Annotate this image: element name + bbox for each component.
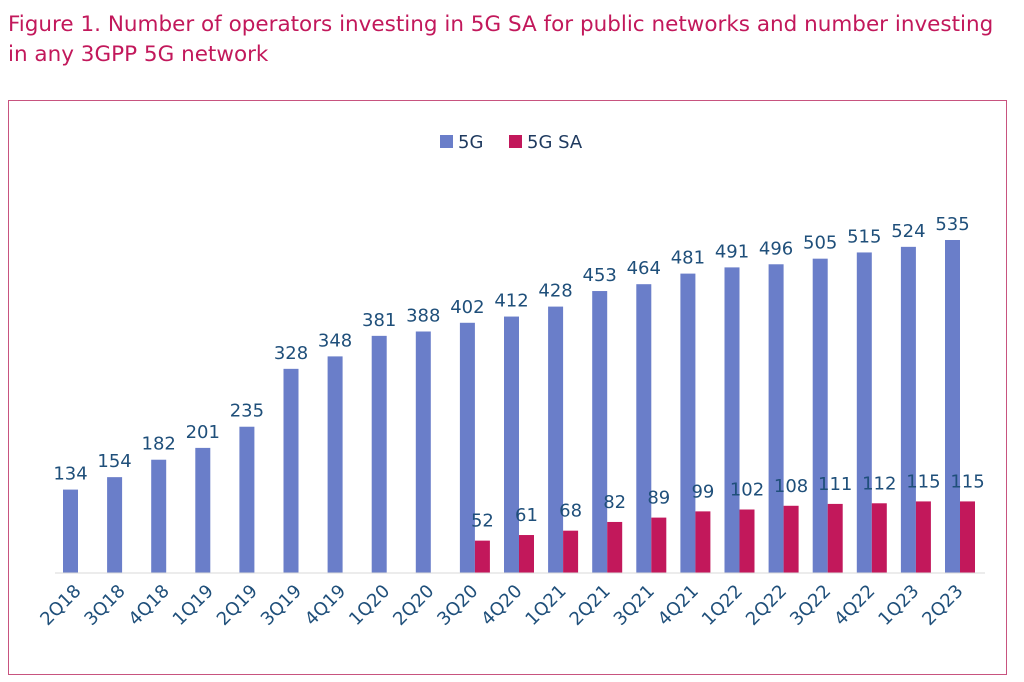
x-tick-label-3Q18: 3Q18 (80, 581, 129, 630)
x-tick-label-3Q20: 3Q20 (433, 581, 482, 630)
bar-5g-2Q23 (945, 240, 960, 573)
x-tick-label-2Q20: 2Q20 (389, 581, 438, 630)
x-tick-label-4Q22: 4Q22 (830, 581, 879, 630)
data-label-5g-2Q21: 453 (583, 265, 617, 286)
x-tick-label-4Q19: 4Q19 (301, 581, 350, 630)
bar-5g-sa-4Q20 (519, 535, 534, 573)
bar-5g-sa-3Q20 (474, 540, 490, 573)
bar-5g-4Q21 (680, 273, 696, 573)
x-tick-label-1Q22: 1Q22 (698, 581, 747, 630)
x-tick-label-3Q22: 3Q22 (786, 581, 835, 630)
bar-5g-2Q20 (415, 331, 431, 573)
data-label-5g-1Q23: 524 (891, 221, 925, 242)
bar-5g-sa-3Q21 (651, 517, 667, 573)
bar-5g-1Q19 (195, 447, 211, 573)
x-tick-label-2Q23: 2Q23 (918, 581, 967, 630)
x-tick-label-4Q18: 4Q18 (125, 581, 174, 630)
x-tick-label-2Q19: 2Q19 (213, 581, 262, 630)
bar-5g-sa-2Q21 (607, 521, 623, 573)
data-label-5g-3Q21: 464 (627, 258, 661, 279)
bar-5g-2Q19 (239, 426, 255, 573)
bar-5g-4Q18 (151, 459, 167, 573)
x-tick-label-3Q21: 3Q21 (610, 581, 659, 630)
bar-5g-sa-1Q22 (739, 509, 755, 573)
data-label-5g-sa-4Q22: 112 (862, 473, 896, 494)
data-label-5g-2Q20: 388 (406, 305, 440, 326)
bar-5g-sa-4Q22 (871, 503, 887, 573)
data-label-5g-3Q22: 505 (803, 233, 837, 254)
data-label-5g-4Q22: 515 (847, 226, 881, 247)
data-label-5g-4Q19: 348 (318, 330, 352, 351)
bar-5g-4Q22 (856, 252, 872, 573)
bar-5g-2Q21 (592, 291, 608, 573)
data-label-5g-2Q19: 235 (230, 401, 264, 422)
data-label-5g-sa-3Q22: 111 (818, 474, 852, 495)
chart-frame (8, 100, 1007, 675)
data-label-5g-3Q20: 402 (450, 297, 484, 318)
data-label-5g-sa-3Q20: 52 (471, 511, 494, 532)
legend-swatch-5g (440, 135, 453, 148)
bars (63, 240, 975, 573)
data-label-5g-2Q23: 535 (935, 214, 969, 235)
data-labels: 134 154 182 201 235 328 348 381 388 402 52 412 61 428… (53, 214, 984, 532)
data-label-5g-sa-1Q22: 102 (730, 480, 764, 501)
data-label-5g-1Q21: 428 (538, 281, 572, 302)
x-tick-label-4Q20: 4Q20 (477, 581, 526, 630)
data-label-5g-3Q18: 154 (97, 451, 131, 472)
x-tick-label-1Q20: 1Q20 (345, 581, 394, 630)
data-label-5g-sa-3Q21: 89 (647, 488, 670, 509)
data-label-5g-sa-4Q20: 61 (515, 505, 538, 526)
bar-5g-4Q20 (504, 316, 519, 573)
legend-swatch-5g-sa (509, 135, 522, 148)
bar-5g-2Q22 (768, 264, 784, 573)
data-label-5g-sa-2Q22: 108 (774, 476, 808, 497)
data-label-5g-4Q18: 182 (142, 434, 176, 455)
bar-5g-sa-1Q21 (563, 530, 579, 573)
bar-5g-sa-4Q21 (695, 511, 711, 573)
data-label-5g-1Q22: 491 (715, 241, 749, 262)
data-label-5g-2Q18: 134 (53, 464, 87, 485)
x-tick-label-2Q21: 2Q21 (566, 581, 615, 630)
bar-5g-3Q19 (283, 368, 299, 573)
data-label-5g-1Q20: 381 (362, 310, 396, 331)
x-tick-labels: 2Q183Q184Q181Q192Q193Q194Q191Q202Q203Q20… (36, 581, 967, 630)
bar-5g-2Q18 (63, 489, 78, 573)
x-tick-label-4Q21: 4Q21 (654, 581, 703, 630)
x-tick-label-1Q23: 1Q23 (874, 581, 923, 630)
bar-5g-3Q18 (107, 477, 123, 573)
bar-5g-sa-2Q23 (960, 501, 975, 573)
bar-5g-1Q23 (900, 246, 916, 573)
data-label-5g-4Q21: 481 (671, 248, 705, 269)
bar-5g-4Q19 (327, 356, 343, 573)
data-label-5g-sa-2Q23: 115 (950, 471, 984, 492)
data-label-5g-1Q19: 201 (186, 422, 220, 443)
bar-5g-1Q20 (371, 335, 387, 573)
bar-5g-3Q21 (636, 284, 652, 573)
x-tick-label-2Q18: 2Q18 (36, 581, 85, 630)
data-label-5g-sa-1Q23: 115 (906, 471, 940, 492)
x-tick-label-2Q22: 2Q22 (742, 581, 791, 630)
bar-5g-1Q21 (548, 306, 564, 573)
bar-5g-sa-2Q22 (783, 505, 799, 573)
bar-5g-sa-1Q23 (915, 501, 931, 573)
bar-5g-sa-3Q22 (827, 503, 843, 573)
data-label-5g-sa-4Q21: 99 (691, 481, 714, 502)
legend: 5G 5G SA (440, 132, 583, 153)
legend-label-5g: 5G (458, 132, 483, 153)
x-tick-label-3Q19: 3Q19 (257, 581, 306, 630)
bar-5g-1Q22 (724, 267, 740, 573)
data-label-5g-sa-1Q21: 68 (559, 501, 582, 522)
data-label-5g-4Q20: 412 (494, 291, 528, 312)
data-label-5g-sa-2Q21: 82 (603, 492, 626, 513)
x-tick-label-1Q21: 1Q21 (521, 581, 570, 630)
data-label-5g-2Q22: 496 (759, 238, 793, 259)
legend-label-5g-sa: 5G SA (527, 132, 583, 153)
x-tick-label-1Q19: 1Q19 (169, 581, 218, 630)
bar-5g-3Q22 (812, 258, 828, 573)
figure-title: Figure 1. Number of operators investing … (8, 12, 994, 67)
data-label-5g-3Q19: 328 (274, 343, 308, 364)
bar-5g-3Q20 (459, 322, 475, 573)
